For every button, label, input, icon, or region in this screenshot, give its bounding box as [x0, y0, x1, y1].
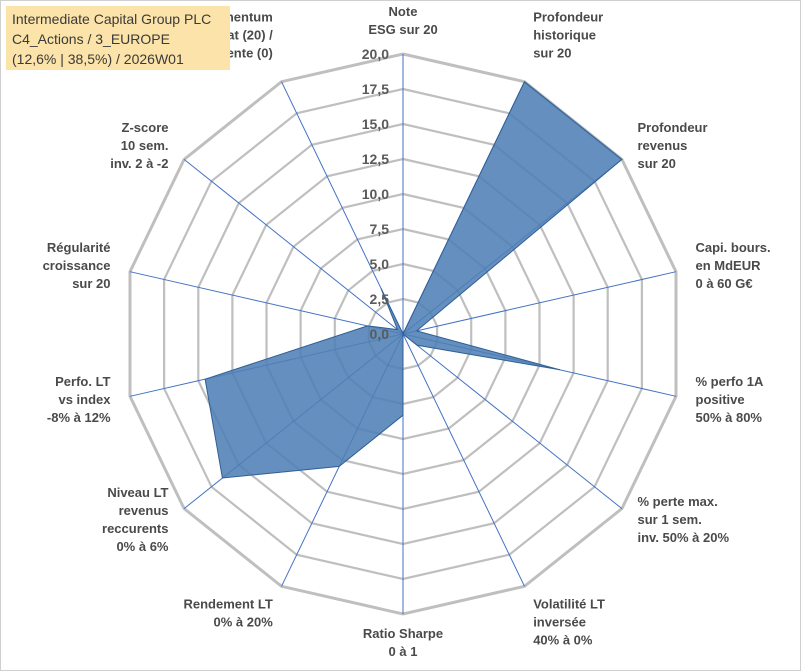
spoke-12: [129, 271, 404, 335]
axis-label: % perte max. sur 1 sem. inv. 50% à 20%: [638, 494, 730, 545]
axis-label: Capi. bours. en MdEUR 0 à 60 G€: [696, 240, 771, 291]
series-area: [204, 80, 623, 479]
axis-label: Profondeur historique sur 20: [533, 10, 603, 61]
axis-label: Ratio Sharpe 0 à 1: [363, 626, 443, 659]
axis-label: Z-score 10 sem. inv. 2 à -2: [110, 120, 168, 171]
tick-label: 15,0: [362, 116, 389, 132]
axis-label: Volatilité LT inversée 40% à 0%: [533, 596, 605, 647]
radar-axis-labels: Note ESG sur 20 Profondeur historique sur 20…: [43, 4, 771, 659]
tick-label: 17,5: [362, 81, 389, 97]
tick-label: 2,5: [370, 291, 390, 307]
tick-label: 0,0: [370, 326, 390, 342]
radar-series: [204, 80, 623, 479]
tick-label: 7,5: [370, 221, 390, 237]
title-category: C4_Actions / 3_EUROPE: [12, 31, 170, 47]
axis-label: Niveau LT revenus reccurents 0% à 6%: [102, 485, 169, 554]
spoke-4: [402, 271, 677, 335]
tick-label: 20,0: [362, 46, 389, 62]
title-box: Intermediate Capital Group PLC C4_Action…: [6, 6, 230, 70]
spoke-6: [402, 333, 623, 509]
spoke-13: [183, 159, 404, 335]
axis-label: Profondeur revenus sur 20: [638, 120, 708, 171]
axis-label: Note ESG sur 20: [368, 4, 437, 37]
axis-label: Régularité croissance sur 20: [43, 240, 111, 291]
tick-label: 5,0: [370, 256, 390, 272]
axis-label: Rendement LT 0% à 20%: [183, 596, 273, 629]
radar-tick-labels: 0,0 2,5 5,0 7,5 10,0 12,5 15,0 17,5 20,0: [362, 46, 389, 342]
axis-label: % perfo 1A positive 50% à 80%: [696, 374, 765, 425]
axis-label: Perfo. LT vs index -8% à 12%: [47, 374, 111, 425]
spoke-7: [402, 333, 525, 587]
tick-label: 12,5: [362, 151, 389, 167]
tick-label: 10,0: [362, 186, 389, 202]
title-company: Intermediate Capital Group PLC: [12, 11, 212, 27]
title-stats: (12,6% | 38,5%) / 2026W01: [12, 51, 184, 67]
